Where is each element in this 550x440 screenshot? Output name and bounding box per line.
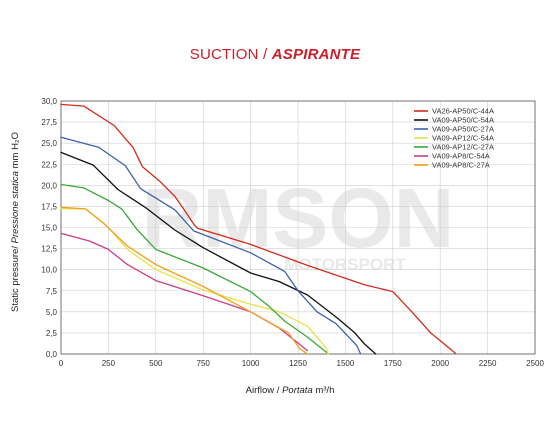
legend-label: VA09-AP8/C-27A bbox=[432, 161, 490, 170]
x-tick-label: 1000 bbox=[242, 359, 260, 368]
x-tick-label: 250 bbox=[102, 359, 116, 368]
y-tick-label: 2,5 bbox=[46, 329, 58, 338]
y-tick-label: 30,0 bbox=[41, 97, 57, 106]
x-tick-label: 2250 bbox=[479, 359, 497, 368]
y-tick-label: 0,0 bbox=[46, 350, 58, 359]
y-tick-label: 5,0 bbox=[46, 308, 58, 317]
x-axis-label-unit: m³/h bbox=[313, 385, 335, 396]
x-axis-label: Airflow / Portata m³/h bbox=[246, 385, 335, 396]
series-lines bbox=[60, 103, 457, 355]
y-tick-label: 22,5 bbox=[41, 160, 57, 169]
y-tick-label: 20,0 bbox=[41, 181, 57, 190]
x-tick-label: 1500 bbox=[337, 359, 355, 368]
legend-label: VA09-AP50/C-27A bbox=[432, 125, 494, 134]
y-axis-label-italic: Pressione statica bbox=[10, 171, 21, 243]
x-tick-label: 500 bbox=[149, 359, 163, 368]
chart-grid bbox=[60, 100, 536, 355]
x-axis-label-main: Airflow / bbox=[246, 385, 282, 396]
x-tick-label: 0 bbox=[59, 359, 64, 368]
series-line bbox=[60, 183, 328, 353]
x-axis-ticks: 0 250 500 750 1000 1250 1500 1750 2000 2250 2500 bbox=[59, 359, 545, 368]
y-tick-label: 12,5 bbox=[41, 245, 57, 254]
y-tick-label: 27,5 bbox=[41, 118, 57, 127]
legend: VA26-AP50/C-44AVA09-AP50/C-54AVA09-AP50/… bbox=[414, 107, 494, 170]
legend-label: VA09-AP50/C-54A bbox=[432, 116, 494, 125]
x-tick-label: 750 bbox=[197, 359, 211, 368]
plot-frame bbox=[60, 100, 536, 355]
y-axis-label-unit: mm H₂O bbox=[10, 132, 21, 171]
y-axis-label: Static pressure/ Pressione statica mm H₂… bbox=[10, 132, 21, 312]
series-line bbox=[60, 206, 309, 355]
y-tick-label: 25,0 bbox=[41, 139, 57, 148]
legend-label: VA09-AP8/C-54A bbox=[432, 152, 490, 161]
x-axis-label-italic: Portata bbox=[282, 385, 313, 396]
y-tick-label: 7,5 bbox=[46, 287, 58, 296]
series-line bbox=[60, 103, 457, 354]
y-tick-label: 15,0 bbox=[41, 224, 57, 233]
legend-label: VA09-AP12/C-54A bbox=[432, 134, 494, 143]
x-tick-label: 1250 bbox=[289, 359, 307, 368]
legend-label: VA09-AP12/C-27A bbox=[432, 143, 494, 152]
chart-title-main: SUCTION / bbox=[189, 46, 272, 63]
y-axis-label-main: Static pressure/ bbox=[10, 243, 21, 312]
x-tick-label: 1750 bbox=[384, 359, 402, 368]
chart-title-italic: ASPIRANTE bbox=[271, 46, 361, 63]
series-line bbox=[60, 136, 362, 355]
legend-label: VA26-AP50/C-44A bbox=[432, 107, 494, 116]
y-axis-ticks: 0,0 2,5 5,0 7,5 10,0 12,5 15,0 17,5 20,0 22,5 25,0… bbox=[41, 97, 57, 359]
y-tick-label: 10,0 bbox=[41, 266, 57, 275]
series-line bbox=[60, 151, 377, 355]
x-tick-label: 2500 bbox=[526, 359, 544, 368]
chart-title: SUCTION / ASPIRANTE bbox=[0, 46, 550, 63]
y-tick-label: 17,5 bbox=[41, 202, 57, 211]
x-tick-label: 2000 bbox=[431, 359, 449, 368]
